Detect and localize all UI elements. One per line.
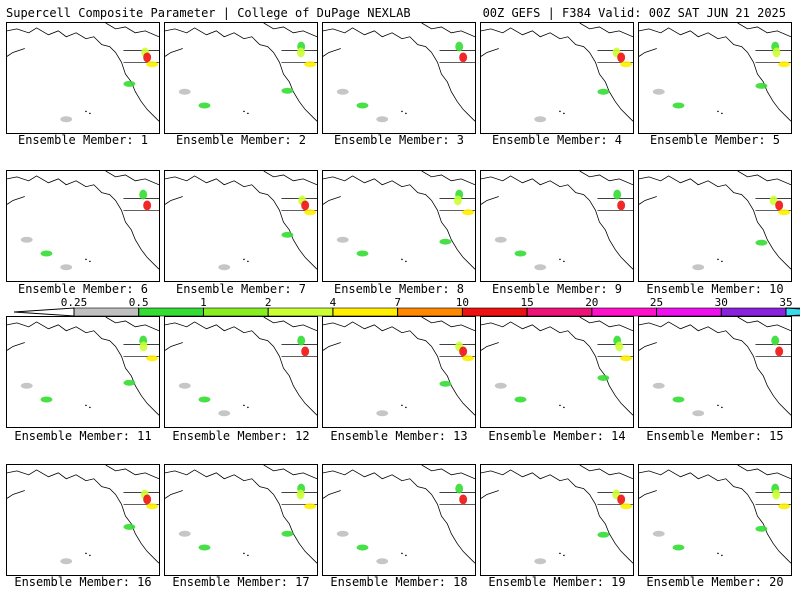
member-map-panel	[322, 170, 476, 282]
member-label: Ensemble Member: 5	[649, 133, 781, 147]
legend-tick-label: 30	[715, 298, 728, 309]
member-map-panel	[480, 22, 634, 134]
color-scale-legend: 0.25 0.5 1 2 4 7 10 15 20 25 30 35	[13, 298, 800, 317]
legend-tick-label: 0.25	[61, 298, 88, 309]
legend-color-bin	[397, 307, 463, 317]
member-label: Ensemble Member: 16	[14, 575, 152, 589]
member-map-panel	[638, 170, 792, 282]
legend-color-bin	[526, 307, 593, 317]
member-map-panel	[164, 316, 318, 428]
member-map-panel	[322, 316, 476, 428]
member-label: Ensemble Member: 17	[172, 575, 310, 589]
member-map-panel	[164, 464, 318, 576]
member-map-panel	[480, 170, 634, 282]
member-label: Ensemble Member: 9	[491, 282, 623, 296]
legend-tick-label: 25	[650, 298, 663, 309]
valid-time-label: 00Z GEFS | F384 Valid: 00Z SAT JUN 21 20…	[482, 6, 786, 20]
member-map-panel	[164, 170, 318, 282]
member-map-panel	[6, 22, 160, 134]
map-title: Supercell Composite Parameter | College …	[6, 6, 411, 20]
member-label: Ensemble Member: 2	[175, 133, 307, 147]
member-map-panel	[164, 22, 318, 134]
legend-tick-label: 4	[330, 298, 337, 309]
legend-color-bin	[332, 307, 398, 317]
legend-tick-label: 2	[265, 298, 272, 309]
member-map-panel	[480, 464, 634, 576]
legend-color-bin	[138, 307, 204, 317]
legend-tick-label: 0.5	[129, 298, 149, 309]
member-label: Ensemble Member: 19	[488, 575, 626, 589]
member-label: Ensemble Member: 7	[175, 282, 307, 296]
member-map-panel	[6, 464, 160, 576]
legend-color-bin	[462, 307, 528, 317]
member-map-panel	[322, 464, 476, 576]
member-label: Ensemble Member: 4	[491, 133, 623, 147]
member-label: Ensemble Member: 13	[330, 429, 468, 443]
member-label: Ensemble Member: 3	[333, 133, 465, 147]
legend-color-bin	[267, 307, 334, 317]
member-map-panel	[322, 22, 476, 134]
legend-color-bin	[203, 307, 269, 317]
member-map-panel	[638, 22, 792, 134]
legend-tick-label: 7	[394, 298, 401, 309]
member-label: Ensemble Member: 11	[14, 429, 152, 443]
legend-tick-label: 35	[779, 298, 792, 309]
legend-color-bin	[720, 307, 787, 317]
member-label: Ensemble Member: 1	[17, 133, 149, 147]
member-label: Ensemble Member: 8	[333, 282, 465, 296]
legend-tick-label: 10	[456, 298, 469, 309]
legend-tick-label: 20	[585, 298, 598, 309]
member-label: Ensemble Member: 14	[488, 429, 626, 443]
member-map-panel	[638, 464, 792, 576]
legend-under-arrow	[13, 307, 75, 317]
member-map-panel	[638, 316, 792, 428]
member-label: Ensemble Member: 10	[646, 282, 784, 296]
legend-color-bin	[656, 307, 722, 317]
legend-tick-label: 1	[200, 298, 207, 309]
member-map-panel	[6, 170, 160, 282]
legend-color-bin	[591, 307, 657, 317]
member-label: Ensemble Member: 20	[646, 575, 784, 589]
member-map-panel	[6, 316, 160, 428]
legend-over-arrow	[785, 307, 800, 317]
member-label: Ensemble Member: 6	[17, 282, 149, 296]
legend-color-bin	[73, 307, 140, 317]
legend-tick-label: 15	[520, 298, 533, 309]
member-map-panel	[480, 316, 634, 428]
member-label: Ensemble Member: 12	[172, 429, 310, 443]
member-label: Ensemble Member: 18	[330, 575, 468, 589]
member-label: Ensemble Member: 15	[646, 429, 784, 443]
